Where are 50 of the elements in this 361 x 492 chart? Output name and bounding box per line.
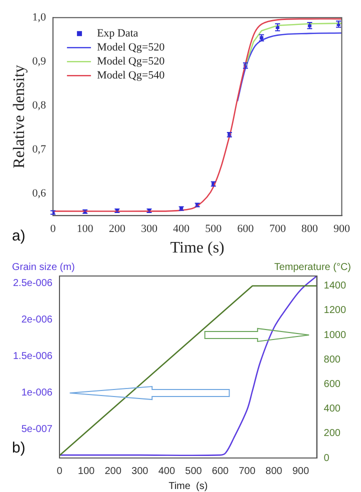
y2-tick-label: 1000 (324, 330, 346, 341)
x-tick-label: 600 (237, 223, 254, 236)
y-tick-label: 0,9 (32, 55, 46, 68)
x-axis-title: Time (s) (168, 480, 208, 492)
legend-label: Exp Data (96, 27, 138, 40)
x-tick-label: 800 (301, 223, 318, 236)
y-tick-label: 0,8 (32, 99, 46, 112)
x-tick-label: 900 (292, 466, 310, 477)
x-tick-label: 500 (205, 223, 222, 236)
y-tick-label: 0,7 (32, 143, 46, 156)
y-tick-label: 0,6 (32, 187, 46, 200)
y2-tick-label: 600 (324, 378, 341, 390)
x-tick-label: 700 (269, 223, 286, 236)
y-axis-title: Grain size (m) (12, 262, 75, 273)
y2-tick-label: 1400 (324, 280, 346, 292)
y2-tick-label: 0 (324, 452, 330, 464)
y2-axis-title: Temperature (°C) (274, 262, 351, 273)
line-series (236, 32, 342, 102)
x-tick-label: 200 (108, 223, 126, 236)
y2-tick-label: 400 (324, 404, 341, 415)
y2-tick-label: 200 (324, 428, 341, 440)
x-axis-title: Time (s) (170, 240, 224, 257)
y-tick-label: 2e-006 (21, 314, 53, 326)
y-tick-label: 1,0 (32, 11, 46, 24)
y2-tick-label: 800 (324, 354, 341, 366)
x-tick-label: 900 (334, 223, 350, 236)
x-tick-label: 400 (173, 223, 190, 236)
legend-label: Model Qg=540 (96, 69, 166, 82)
y-tick-label: 2.5e-006 (12, 278, 53, 290)
y-tick-label: 1.5e-006 (12, 351, 53, 362)
x-tick-label: 0 (50, 223, 56, 236)
text: a) (12, 228, 26, 245)
x-tick-label: 0 (56, 466, 63, 477)
y-axis-title: Relative density (10, 64, 28, 168)
x-tick-label: 300 (132, 466, 149, 477)
x-tick-label: 700 (238, 466, 256, 477)
x-tick-label: 100 (76, 223, 94, 236)
y-tick-label: 5e-007 (21, 424, 53, 436)
text: b) (12, 440, 26, 457)
y2-tick-label: 1200 (324, 305, 346, 316)
x-tick-label: 500 (185, 466, 202, 477)
x-tick-label: 400 (158, 466, 176, 477)
x-tick-label: 300 (140, 223, 158, 236)
x-tick-label: 800 (266, 466, 283, 477)
legend-label: Model Qg=520 (96, 55, 166, 68)
y-tick-label: 1e-006 (21, 388, 53, 399)
legend-label: Model Qg=520 (96, 41, 166, 54)
x-tick-label: 200 (104, 466, 122, 477)
x-tick-label: 100 (78, 466, 96, 477)
x-tick-label: 600 (212, 466, 230, 477)
